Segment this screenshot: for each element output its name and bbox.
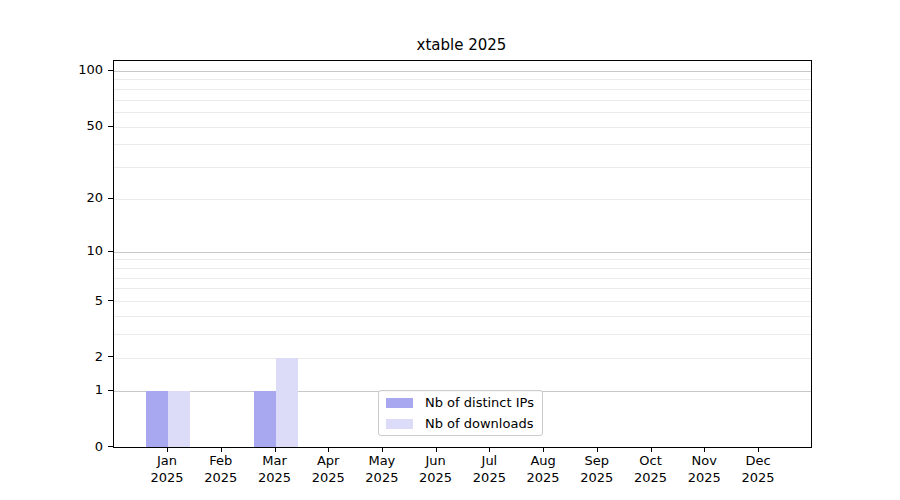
minor-gridline	[114, 89, 811, 90]
y-tick-label: 20	[40, 190, 103, 205]
y-axis-tick	[108, 70, 113, 71]
bar-distinct-ips	[254, 391, 276, 448]
minor-gridline	[114, 268, 811, 269]
major-gridline	[114, 71, 811, 72]
minor-gridline	[114, 301, 811, 302]
bar-distinct-ips	[146, 391, 168, 448]
minor-gridline	[114, 112, 811, 113]
x-tick-label: Jul 2025	[459, 452, 519, 486]
x-tick-label: Oct 2025	[621, 452, 681, 486]
minor-gridline	[114, 79, 811, 80]
chart-title: xtable 2025	[113, 36, 810, 54]
minor-gridline	[114, 278, 811, 279]
y-axis-tick	[108, 300, 113, 301]
y-tick-label: 2	[40, 349, 103, 364]
y-axis-tick	[108, 356, 113, 357]
y-axis-tick	[108, 390, 113, 391]
legend: Nb of distinct IPs Nb of downloads	[378, 390, 543, 436]
y-axis-tick	[108, 446, 113, 447]
legend-label-distinct-ips: Nb of distinct IPs	[425, 395, 534, 410]
minor-gridline	[114, 167, 811, 168]
x-tick-label: Mar 2025	[245, 452, 305, 486]
minor-gridline	[114, 259, 811, 260]
minor-gridline	[114, 100, 811, 101]
x-tick-label: Dec 2025	[728, 452, 788, 486]
y-axis-tick	[108, 126, 113, 127]
y-tick-label: 10	[40, 243, 103, 258]
y-tick-label: 1	[40, 382, 103, 397]
x-tick-label: May 2025	[352, 452, 412, 486]
x-tick-label: Feb 2025	[191, 452, 251, 486]
legend-swatch-downloads-icon	[386, 419, 413, 429]
y-tick-label: 0	[40, 439, 103, 454]
minor-gridline	[114, 334, 811, 335]
major-gridline	[114, 252, 811, 253]
x-tick-label: Sep 2025	[567, 452, 627, 486]
legend-item-downloads: Nb of downloads	[379, 415, 542, 432]
minor-gridline	[114, 316, 811, 317]
x-tick-label: Aug 2025	[513, 452, 573, 486]
minor-gridline	[114, 288, 811, 289]
x-tick-label: Jun 2025	[406, 452, 466, 486]
x-tick-label: Jan 2025	[137, 452, 197, 486]
chart-figure: xtable 2025 Nb of distinct IPs Nb of dow…	[0, 0, 900, 500]
x-tick-label: Nov 2025	[674, 452, 734, 486]
bar-downloads	[276, 358, 298, 448]
minor-gridline	[114, 199, 811, 200]
y-tick-label: 50	[40, 118, 103, 133]
y-tick-label: 100	[40, 62, 103, 77]
x-tick-label: Apr 2025	[298, 452, 358, 486]
y-axis-tick	[108, 198, 113, 199]
minor-gridline	[114, 127, 811, 128]
legend-swatch-distinct-ips-icon	[386, 398, 413, 408]
legend-item-distinct-ips: Nb of distinct IPs	[379, 394, 542, 411]
bar-downloads	[168, 391, 190, 448]
minor-gridline	[114, 144, 811, 145]
minor-gridline	[114, 358, 811, 359]
y-axis-tick	[108, 251, 113, 252]
legend-label-downloads: Nb of downloads	[425, 416, 533, 431]
y-tick-label: 5	[40, 293, 103, 308]
